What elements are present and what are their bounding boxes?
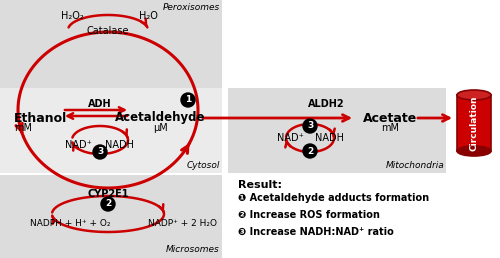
Text: NAD⁺: NAD⁺ <box>276 133 303 143</box>
Text: Cytosol: Cytosol <box>186 161 220 170</box>
Text: NADH: NADH <box>316 133 344 143</box>
Ellipse shape <box>457 146 491 156</box>
Text: H₂O₂: H₂O₂ <box>60 11 84 21</box>
Text: μM: μM <box>152 123 168 133</box>
Circle shape <box>93 145 107 159</box>
Text: Mitochondria: Mitochondria <box>385 161 444 170</box>
Text: 3: 3 <box>307 122 313 131</box>
Text: Catalase: Catalase <box>87 26 129 36</box>
Text: Microsomes: Microsomes <box>166 245 220 254</box>
Circle shape <box>303 144 317 158</box>
Circle shape <box>101 197 115 211</box>
Text: 2: 2 <box>307 147 313 156</box>
Bar <box>457 95 491 151</box>
Text: ❸ Increase NADH:NAD⁺ ratio: ❸ Increase NADH:NAD⁺ ratio <box>238 227 394 237</box>
Text: 1: 1 <box>185 95 191 104</box>
Circle shape <box>181 93 195 107</box>
Text: Peroxisomes: Peroxisomes <box>163 3 220 12</box>
Text: NADP⁺ + 2 H₂O: NADP⁺ + 2 H₂O <box>148 220 217 229</box>
Text: mM: mM <box>381 123 399 133</box>
Bar <box>0 0 222 88</box>
Bar <box>0 175 222 258</box>
Text: Ethanol: Ethanol <box>14 111 67 125</box>
Text: 3: 3 <box>97 148 103 157</box>
Text: ALDH2: ALDH2 <box>308 99 344 109</box>
Text: 2: 2 <box>105 199 111 208</box>
Text: NAD⁺: NAD⁺ <box>64 140 92 150</box>
Text: mM: mM <box>14 123 32 133</box>
Text: H₂O: H₂O <box>138 11 158 21</box>
Bar <box>228 88 446 173</box>
Text: ❷ Increase ROS formation: ❷ Increase ROS formation <box>238 210 380 220</box>
Text: ❶ Acetaldehyde adducts formation: ❶ Acetaldehyde adducts formation <box>238 193 429 203</box>
Text: Circulation: Circulation <box>470 95 478 151</box>
Text: Result:: Result: <box>238 180 282 190</box>
Text: NADH: NADH <box>106 140 134 150</box>
Text: CYP2E1: CYP2E1 <box>88 189 129 199</box>
Ellipse shape <box>457 90 491 100</box>
Text: Acetate: Acetate <box>363 111 417 125</box>
Text: ADH: ADH <box>88 99 112 109</box>
Text: Acetaldehyde: Acetaldehyde <box>115 111 206 125</box>
Bar <box>0 88 222 173</box>
Circle shape <box>303 119 317 133</box>
Text: NADPH + H⁺ + O₂: NADPH + H⁺ + O₂ <box>30 220 110 229</box>
